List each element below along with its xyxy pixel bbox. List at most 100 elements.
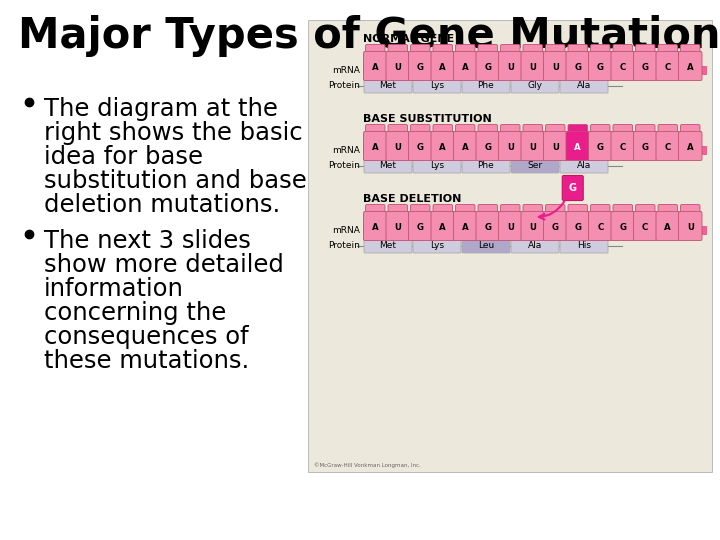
FancyBboxPatch shape [636, 205, 655, 217]
FancyBboxPatch shape [500, 125, 520, 137]
FancyBboxPatch shape [566, 132, 590, 160]
Text: deletion mutations.: deletion mutations. [44, 193, 280, 217]
Text: Phe: Phe [477, 81, 495, 90]
FancyBboxPatch shape [611, 51, 634, 80]
Text: Ala: Ala [528, 241, 542, 250]
FancyBboxPatch shape [408, 51, 432, 80]
Text: U: U [507, 222, 513, 232]
Text: A: A [462, 63, 469, 71]
FancyBboxPatch shape [521, 212, 544, 240]
Text: G: G [619, 222, 626, 232]
Text: concerning the: concerning the [44, 301, 226, 325]
Text: Lys: Lys [430, 241, 444, 250]
FancyBboxPatch shape [476, 212, 500, 240]
FancyBboxPatch shape [588, 51, 612, 80]
Text: C: C [597, 222, 603, 232]
FancyBboxPatch shape [560, 78, 608, 93]
Text: Leu: Leu [478, 241, 494, 250]
FancyBboxPatch shape [544, 51, 567, 80]
FancyBboxPatch shape [546, 205, 565, 217]
FancyBboxPatch shape [462, 238, 510, 253]
FancyBboxPatch shape [521, 132, 544, 160]
FancyBboxPatch shape [408, 132, 432, 160]
Text: The next 3 slides: The next 3 slides [44, 229, 251, 253]
FancyBboxPatch shape [433, 205, 452, 217]
FancyBboxPatch shape [498, 51, 522, 80]
Text: idea for base: idea for base [44, 145, 203, 169]
FancyBboxPatch shape [680, 44, 700, 57]
FancyBboxPatch shape [590, 205, 610, 217]
FancyBboxPatch shape [433, 125, 452, 137]
FancyBboxPatch shape [478, 205, 498, 217]
FancyBboxPatch shape [636, 125, 655, 137]
FancyBboxPatch shape [568, 125, 588, 137]
FancyBboxPatch shape [364, 51, 387, 80]
Text: Protein: Protein [328, 81, 360, 90]
Text: G: G [597, 143, 604, 152]
FancyBboxPatch shape [386, 51, 410, 80]
FancyBboxPatch shape [498, 132, 522, 160]
FancyBboxPatch shape [590, 125, 610, 137]
Text: mRNA: mRNA [332, 66, 360, 75]
FancyBboxPatch shape [568, 44, 588, 57]
Text: G: G [485, 222, 491, 232]
FancyBboxPatch shape [511, 158, 559, 173]
FancyBboxPatch shape [388, 205, 408, 217]
Text: A: A [372, 222, 379, 232]
Text: C: C [665, 143, 671, 152]
Text: A: A [439, 63, 446, 71]
FancyBboxPatch shape [613, 125, 632, 137]
FancyBboxPatch shape [511, 238, 559, 253]
FancyBboxPatch shape [433, 44, 452, 57]
Text: Major Types of Gene Mutations:: Major Types of Gene Mutations: [18, 15, 720, 57]
Text: A: A [462, 143, 469, 152]
FancyBboxPatch shape [364, 78, 412, 93]
FancyBboxPatch shape [562, 176, 583, 200]
FancyBboxPatch shape [500, 205, 520, 217]
FancyBboxPatch shape [678, 132, 702, 160]
FancyBboxPatch shape [413, 158, 461, 173]
Text: BASE SUBSTITUTION: BASE SUBSTITUTION [363, 114, 492, 124]
FancyBboxPatch shape [511, 78, 559, 93]
FancyBboxPatch shape [364, 132, 387, 160]
Text: Lys: Lys [430, 161, 444, 170]
Text: G: G [642, 143, 649, 152]
FancyBboxPatch shape [658, 205, 678, 217]
Bar [363, 226, 706, 235]
Text: U: U [395, 63, 401, 71]
Text: G: G [485, 63, 491, 71]
Text: show more detailed: show more detailed [44, 253, 284, 277]
FancyBboxPatch shape [456, 125, 475, 137]
FancyBboxPatch shape [658, 44, 678, 57]
FancyBboxPatch shape [566, 51, 590, 80]
FancyBboxPatch shape [568, 205, 588, 217]
FancyBboxPatch shape [680, 125, 700, 137]
FancyBboxPatch shape [521, 51, 544, 80]
Text: mRNA: mRNA [332, 226, 360, 235]
FancyBboxPatch shape [611, 132, 634, 160]
FancyBboxPatch shape [523, 44, 542, 57]
FancyBboxPatch shape [500, 44, 520, 57]
FancyBboxPatch shape [413, 238, 461, 253]
FancyBboxPatch shape [658, 125, 678, 137]
Text: G: G [552, 222, 559, 232]
Text: C: C [642, 222, 649, 232]
FancyBboxPatch shape [366, 205, 385, 217]
FancyBboxPatch shape [588, 212, 612, 240]
FancyBboxPatch shape [386, 132, 410, 160]
Text: The diagram at the: The diagram at the [44, 97, 278, 121]
FancyBboxPatch shape [476, 51, 500, 80]
FancyBboxPatch shape [478, 125, 498, 137]
FancyBboxPatch shape [431, 132, 454, 160]
Text: G: G [575, 63, 581, 71]
FancyBboxPatch shape [546, 44, 565, 57]
Text: Ala: Ala [577, 161, 591, 170]
Text: A: A [462, 222, 469, 232]
FancyBboxPatch shape [408, 212, 432, 240]
Text: substitution and base: substitution and base [44, 169, 307, 193]
Text: A: A [439, 143, 446, 152]
Text: U: U [507, 143, 513, 152]
Bar [363, 66, 706, 75]
Text: BASE DELETION: BASE DELETION [363, 194, 462, 204]
Text: U: U [529, 143, 536, 152]
